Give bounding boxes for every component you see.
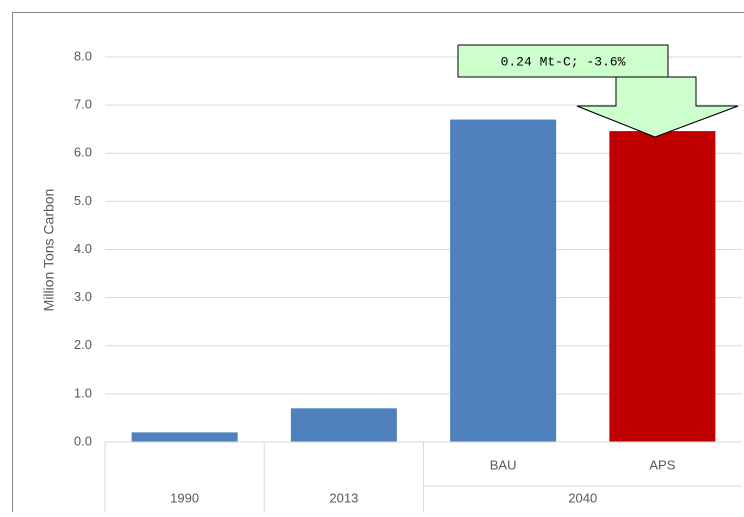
bar [609, 131, 715, 442]
y-tick-label: 5.0 [74, 193, 92, 208]
y-axis-label: Million Tons Carbon [41, 189, 57, 312]
y-tick-label: 0.0 [74, 433, 92, 448]
y-tick-label: 7.0 [74, 97, 92, 112]
bar [291, 408, 397, 442]
group-label: 2013 [329, 490, 358, 505]
x-tick-label: APS [649, 457, 675, 472]
y-tick-label: 4.0 [74, 241, 92, 256]
annotation: 0.24 Mt-C; -3.6% [501, 54, 626, 69]
group-label: 1990 [170, 490, 199, 505]
y-tick-label: 6.0 [74, 145, 92, 160]
y-tick-label: 1.0 [74, 385, 92, 400]
y-tick-label: 8.0 [74, 48, 92, 63]
bar [132, 432, 238, 442]
x-tick-label: BAU [490, 457, 517, 472]
y-tick-label: 2.0 [74, 337, 92, 352]
bar [450, 120, 556, 442]
group-label: 2040 [568, 490, 597, 505]
callout-arrow [577, 77, 738, 137]
y-tick-label: 3.0 [74, 289, 92, 304]
